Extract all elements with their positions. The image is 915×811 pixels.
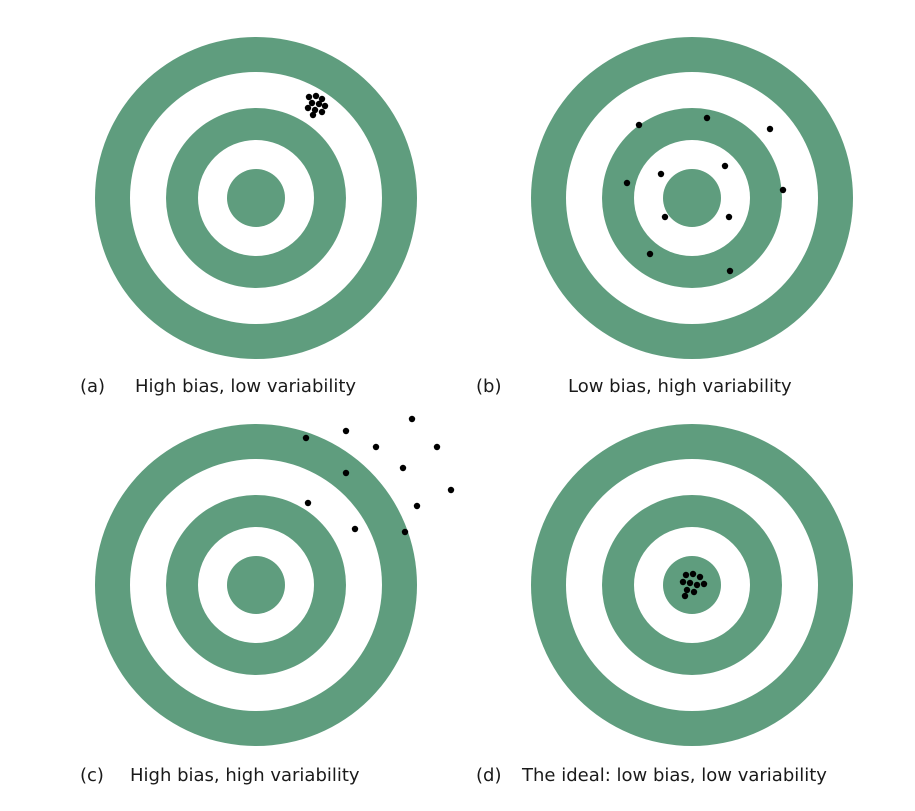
target-bullseye: [227, 556, 285, 614]
shot: [342, 427, 350, 435]
shot: [312, 92, 320, 100]
shot: [682, 571, 690, 579]
shots-c: [302, 415, 455, 536]
shot: [721, 162, 729, 170]
panel-caption-b: Low bias, high variability: [568, 376, 792, 397]
shot: [304, 499, 312, 507]
shot: [661, 213, 669, 221]
shot: [413, 502, 421, 510]
shot: [315, 100, 323, 108]
shot: [321, 102, 329, 110]
shot: [696, 573, 704, 581]
panel-a: (a) High bias, low variability: [80, 37, 417, 397]
panel-letter-b: (b): [476, 376, 501, 397]
shot: [308, 99, 316, 107]
shot: [623, 179, 631, 187]
panel-d: (d) The ideal: low bias, low variability: [476, 424, 853, 786]
shot: [693, 581, 701, 589]
shot: [311, 106, 319, 114]
shot: [372, 443, 380, 451]
shot: [447, 486, 455, 494]
target-b: [531, 37, 853, 359]
shot: [305, 93, 313, 101]
shot: [302, 434, 310, 442]
shot: [433, 443, 441, 451]
shot: [342, 469, 350, 477]
shot: [779, 186, 787, 194]
shot: [726, 267, 734, 275]
shot: [351, 525, 359, 533]
panel-caption-d: The ideal: low bias, low variability: [521, 765, 827, 786]
shots-a: [304, 92, 329, 119]
shot: [399, 464, 407, 472]
shot: [635, 121, 643, 129]
shot: [766, 125, 774, 133]
panel-letter-d: (d): [476, 765, 501, 786]
shot: [690, 588, 698, 596]
shot: [679, 578, 687, 586]
target-bullseye: [227, 169, 285, 227]
panel-letter-a: (a): [80, 376, 105, 397]
shot: [700, 580, 708, 588]
panel-letter-c: (c): [80, 765, 104, 786]
shot: [686, 579, 694, 587]
shots-b: [623, 114, 787, 275]
panel-b: (b) Low bias, high variability: [476, 37, 853, 397]
target-c: [95, 424, 417, 746]
panel-c: (c) High bias, high variability: [80, 415, 455, 786]
shot: [318, 95, 326, 103]
shots-d: [679, 570, 708, 600]
shot: [309, 111, 317, 119]
shot: [725, 213, 733, 221]
shot: [408, 415, 416, 423]
target-bullseye: [663, 169, 721, 227]
shot: [683, 586, 691, 594]
shot: [318, 108, 326, 116]
panel-caption-a: High bias, low variability: [135, 376, 356, 397]
shot: [646, 250, 654, 258]
shot: [657, 170, 665, 178]
shot: [401, 528, 409, 536]
shot: [304, 104, 312, 112]
target-a: [95, 37, 417, 359]
shot: [689, 570, 697, 578]
shot: [681, 592, 689, 600]
shot: [703, 114, 711, 122]
panel-caption-c: High bias, high variability: [130, 765, 360, 786]
